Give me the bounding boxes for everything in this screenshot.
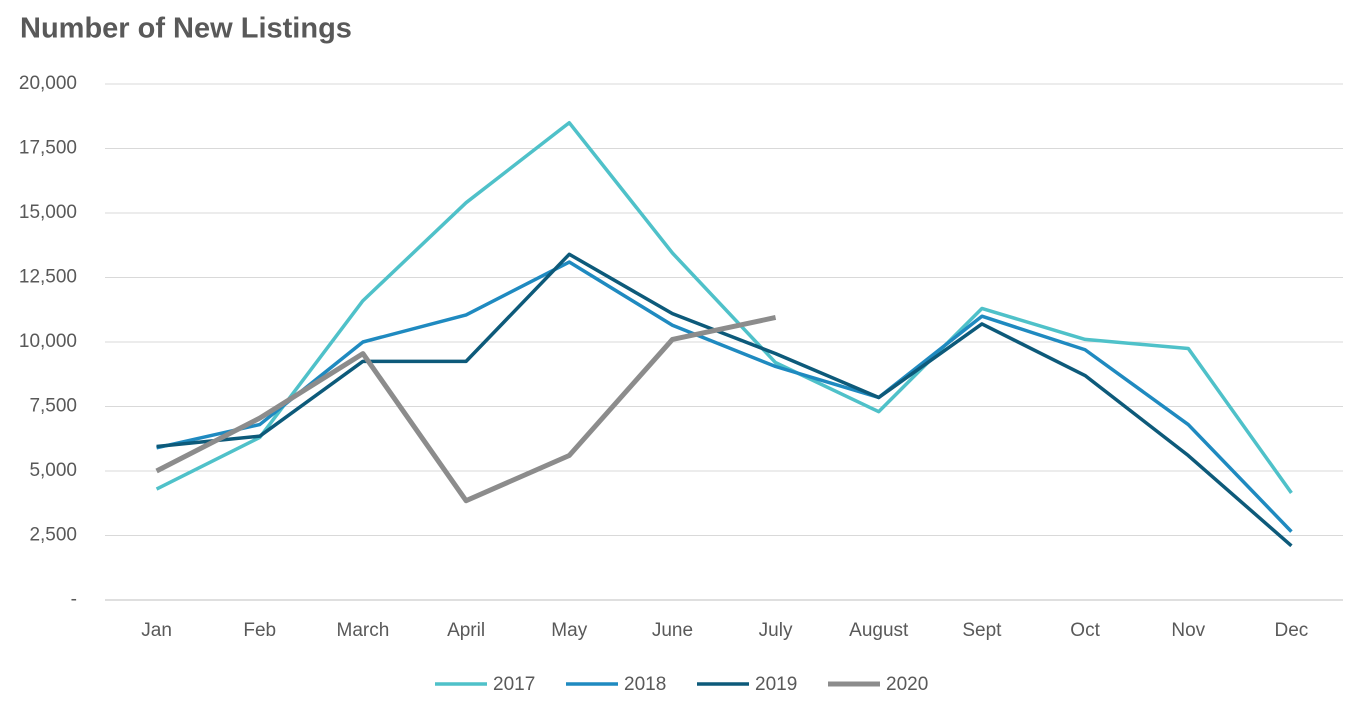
x-tick-label: August [849,620,909,641]
legend-label: 2019 [755,674,797,695]
y-tick-label: 5,000 [29,460,77,481]
y-tick-label: 17,500 [19,138,77,159]
x-tick-label: Jan [141,620,172,641]
x-tick-label: May [551,620,587,641]
series-line [156,252,1293,548]
series-line [155,315,777,504]
y-tick-label: 7,500 [29,396,77,417]
y-tick-label: 10,000 [19,331,77,352]
x-tick-label: Nov [1171,620,1205,641]
legend-label: 2018 [624,674,666,695]
x-tick-label: April [447,620,485,641]
y-tick-label: 20,000 [19,73,77,94]
x-tick-label: Oct [1070,620,1100,641]
y-tick-label: 12,500 [19,267,77,288]
legend-label: 2020 [886,674,928,695]
x-tick-label: March [337,620,390,641]
x-tick-label: Feb [243,620,276,641]
x-tick-label: June [652,620,693,641]
chart-title: Number of New Listings [20,13,352,45]
series-line [155,120,1293,494]
legend-label: 2017 [493,674,535,695]
x-tick-label: Dec [1275,620,1309,641]
x-tick-label: July [759,620,793,641]
x-tick-label: Sept [962,620,1002,641]
y-tick-label: 15,000 [19,202,77,223]
y-tick-label: 2,500 [29,525,77,546]
series-line [156,260,1293,533]
y-tick-label: - [71,589,77,610]
